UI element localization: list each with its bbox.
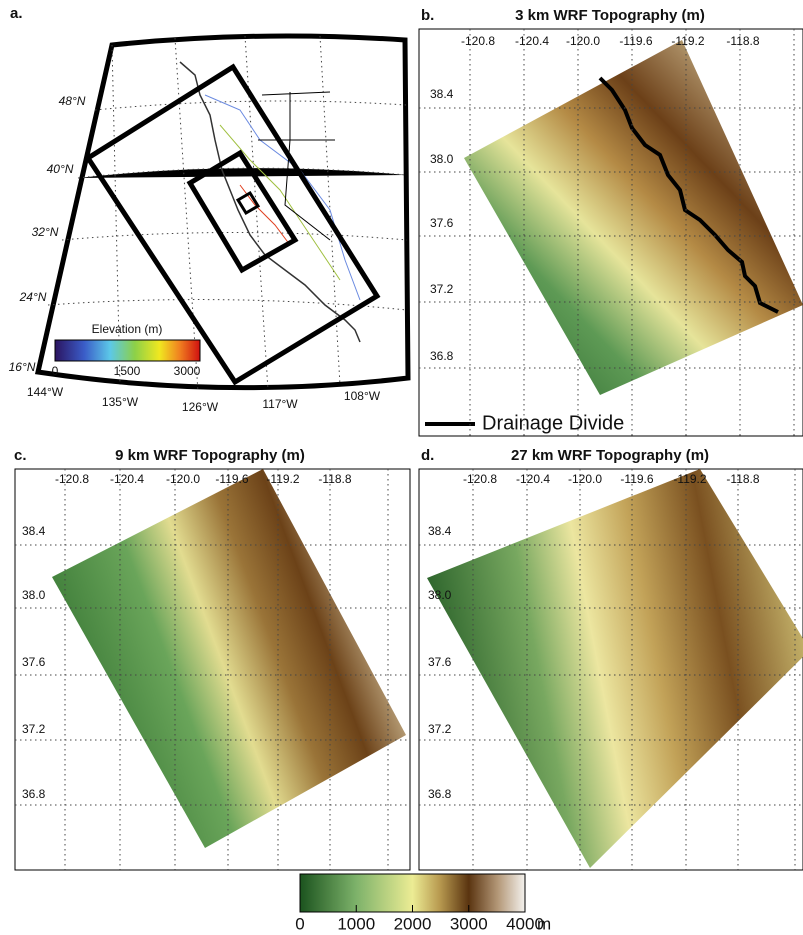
colorbar-tick-label: 1500: [114, 364, 141, 378]
lon-label: 144°W: [27, 385, 64, 399]
lon-label: -119.6: [620, 472, 653, 486]
panel-title: 3 km WRF Topography (m): [515, 7, 705, 24]
lat-label: 36.8: [22, 787, 46, 801]
colorbar-tick-label: 3000: [174, 364, 201, 378]
lat-label: 40°N: [47, 162, 74, 176]
colorbar-tick-label: 0: [52, 364, 59, 378]
lon-label: 108°W: [344, 389, 381, 403]
lat-label: 37.6: [428, 655, 452, 669]
lon-label: -119.2: [673, 472, 706, 486]
lat-label: 38.4: [430, 87, 454, 101]
lat-label: 37.6: [22, 655, 46, 669]
lat-label: 38.0: [22, 588, 46, 602]
lon-label: -120.4: [515, 34, 549, 48]
lon-label: -118.8: [318, 472, 351, 486]
lat-label: 38.4: [22, 524, 46, 538]
lat-label: 48°N: [59, 94, 86, 108]
lat-label: 36.8: [428, 787, 452, 801]
lon-label: -120.0: [568, 472, 602, 486]
lat-label: 38.0: [428, 588, 452, 602]
lon-label: -120.8: [461, 34, 495, 48]
lat-label: 37.2: [428, 722, 452, 736]
elevation-colorbar: [55, 340, 200, 361]
lat-label: 38.0: [430, 152, 454, 166]
lon-label: 117°W: [262, 397, 298, 411]
lat-label: 37.6: [430, 216, 454, 230]
colorbar-tick-label: 0: [295, 914, 304, 933]
lon-label: -120.0: [166, 472, 200, 486]
panel-label: c.: [14, 447, 27, 464]
colorbar-title: Elevation (m): [92, 322, 163, 336]
lon-label: -120.0: [566, 34, 600, 48]
lon-label: -120.4: [110, 472, 144, 486]
colorbar-tick-label: 1000: [337, 914, 375, 933]
legend-label: Drainage Divide: [482, 412, 624, 434]
panel-title: 9 km WRF Topography (m): [115, 447, 305, 464]
lon-label: 126°W: [182, 400, 219, 414]
lon-label: -119.6: [215, 472, 248, 486]
lon-label: -120.4: [516, 472, 550, 486]
lat-label: 37.2: [22, 722, 46, 736]
lon-label: -120.8: [55, 472, 89, 486]
colorbar-tick-label: 3000: [450, 914, 488, 933]
colorbar-tick-label: 2000: [394, 914, 432, 933]
lon-label: -118.8: [726, 34, 759, 48]
lat-label: 16°N: [9, 360, 36, 374]
colorbar-unit: m: [537, 914, 551, 933]
lat-label: 36.8: [430, 349, 454, 363]
lon-label: -119.2: [671, 34, 704, 48]
lon-label: -119.6: [619, 34, 652, 48]
lon-label: -119.2: [266, 472, 299, 486]
figure: a. Elevation (m) 48°N 40°N 32°N 24°N 16°N 144…: [0, 0, 803, 935]
panel-title: 27 km WRF Topography (m): [511, 447, 709, 464]
lat-label: 38.4: [428, 524, 452, 538]
lon-label: -118.8: [726, 472, 759, 486]
lat-label: 24°N: [19, 290, 47, 304]
panel-label: b.: [421, 7, 434, 24]
lat-label: 37.2: [430, 282, 454, 296]
lon-label: 135°W: [102, 395, 139, 409]
lon-label: -120.8: [463, 472, 497, 486]
panel-label: a.: [10, 5, 23, 22]
panel-label: d.: [421, 447, 434, 464]
lat-label: 32°N: [32, 225, 59, 239]
